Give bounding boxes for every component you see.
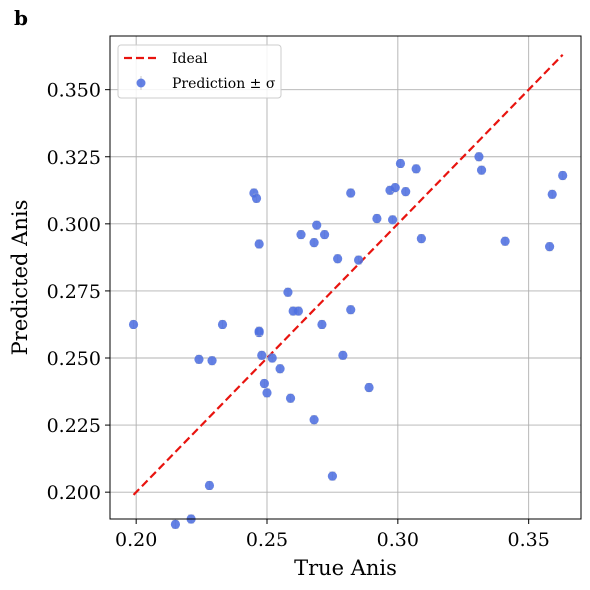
panel-label: b bbox=[14, 6, 28, 30]
plot-frame bbox=[109, 35, 582, 520]
data-point bbox=[251, 193, 262, 203]
data-point bbox=[353, 255, 364, 265]
legend-ideal-label: Ideal bbox=[172, 51, 208, 67]
data-point bbox=[388, 215, 398, 225]
legend-prediction-label: Prediction ± σ bbox=[172, 76, 276, 92]
legend: Ideal Prediction ± σ bbox=[117, 44, 282, 99]
data-point bbox=[194, 354, 204, 364]
legend-box bbox=[117, 44, 282, 99]
data-point bbox=[346, 188, 356, 198]
data-point bbox=[372, 213, 382, 224]
y-tick-label: 0.250 bbox=[47, 348, 101, 370]
data-point bbox=[312, 220, 322, 230]
grid-lines bbox=[110, 36, 581, 519]
x-ticks: 0.20 0.25 0.30 0.35 bbox=[115, 519, 550, 551]
data-point bbox=[474, 152, 484, 162]
data-point bbox=[217, 319, 228, 330]
y-tick-label: 0.200 bbox=[47, 482, 101, 504]
legend-prediction-swatch bbox=[136, 78, 146, 88]
data-point bbox=[411, 164, 421, 174]
y-ticks: 0.200 0.225 0.250 0.275 0.300 0.325 0.350 bbox=[47, 80, 110, 504]
data-point bbox=[207, 356, 217, 366]
x-tick-label: 0.30 bbox=[377, 529, 419, 551]
data-point bbox=[170, 519, 181, 529]
data-point bbox=[401, 187, 411, 197]
data-point bbox=[128, 319, 139, 330]
data-points bbox=[128, 152, 568, 529]
data-point bbox=[500, 236, 510, 246]
x-tick-label: 0.20 bbox=[115, 529, 157, 551]
data-point bbox=[545, 242, 555, 252]
data-point bbox=[327, 471, 338, 481]
data-point bbox=[262, 388, 272, 398]
ideal-line-layer bbox=[132, 54, 564, 496]
data-point bbox=[293, 306, 303, 316]
y-tick-label: 0.275 bbox=[47, 281, 101, 303]
data-point bbox=[416, 233, 426, 244]
x-axis-label: True Anis bbox=[294, 556, 397, 580]
data-point bbox=[254, 326, 264, 336]
data-point bbox=[390, 183, 400, 193]
data-point bbox=[204, 480, 215, 491]
data-point bbox=[346, 305, 356, 315]
data-point bbox=[547, 189, 557, 199]
x-tick-label: 0.25 bbox=[246, 529, 288, 551]
data-point bbox=[283, 287, 293, 297]
y-tick-label: 0.225 bbox=[47, 415, 101, 437]
data-point bbox=[254, 239, 264, 249]
y-axis-label: Predicted Anis bbox=[8, 200, 32, 356]
data-point bbox=[476, 165, 487, 175]
y-tick-label: 0.350 bbox=[47, 80, 101, 102]
data-point bbox=[309, 415, 319, 425]
data-point bbox=[558, 170, 568, 181]
ideal-line bbox=[132, 54, 564, 496]
data-point bbox=[333, 254, 343, 264]
y-tick-label: 0.300 bbox=[47, 214, 101, 236]
data-point bbox=[296, 229, 306, 240]
data-point bbox=[338, 350, 348, 360]
data-point bbox=[275, 364, 285, 374]
data-point bbox=[259, 378, 269, 389]
data-point bbox=[317, 319, 327, 330]
x-tick-label: 0.35 bbox=[508, 529, 550, 551]
data-point bbox=[364, 382, 374, 393]
data-point bbox=[285, 393, 296, 403]
y-tick-label: 0.325 bbox=[47, 147, 101, 169]
data-point bbox=[309, 238, 319, 248]
data-point bbox=[319, 229, 330, 240]
data-point bbox=[395, 158, 406, 169]
data-point bbox=[257, 350, 267, 360]
data-point bbox=[267, 353, 277, 363]
